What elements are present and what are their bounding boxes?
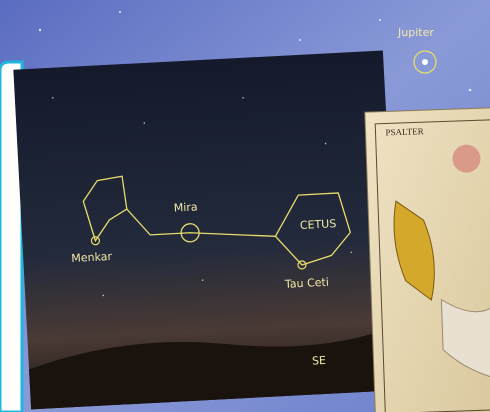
page: Mira Menkar CETUS Tau Ceti SE Jupiter PS… <box>0 0 490 412</box>
label: SE <box>312 354 327 368</box>
label: Menkar <box>71 250 113 265</box>
jupiter-star <box>422 59 428 65</box>
atlas-title: PSALTER <box>385 126 424 137</box>
slide: Mira Menkar CETUS Tau Ceti SE Jupiter PS… <box>0 0 490 412</box>
atlas-card: PSALTER <box>365 108 490 412</box>
label: Jupiter <box>397 26 434 39</box>
label: CETUS <box>300 217 337 232</box>
label: Tau Ceti <box>284 276 330 291</box>
night-photo: Mira Menkar CETUS Tau Ceti SE <box>13 50 400 409</box>
label: Mira <box>173 200 197 214</box>
